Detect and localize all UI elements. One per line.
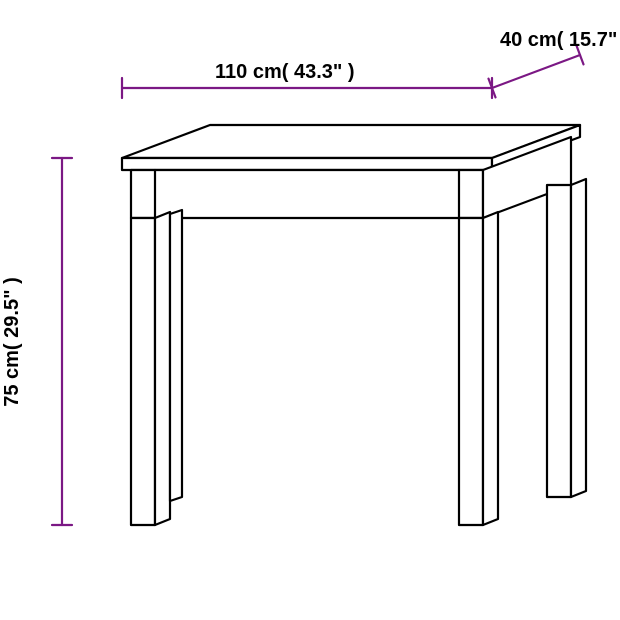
dimension-height: 75 cm( 29.5" )	[1, 158, 72, 525]
dimensioned-table-diagram: 110 cm( 43.3" ) 40 cm( 15.7" ) 75 cm( 29…	[0, 0, 620, 620]
dimension-width: 110 cm( 43.3" )	[122, 61, 492, 98]
dimension-depth-label: 40 cm( 15.7" )	[500, 29, 620, 51]
dimension-height-label: 75 cm( 29.5" )	[1, 277, 23, 407]
dimension-width-label: 110 cm( 43.3" )	[215, 61, 355, 83]
dimension-depth: 40 cm( 15.7" )	[488, 29, 620, 97]
table-line-art	[122, 125, 586, 525]
